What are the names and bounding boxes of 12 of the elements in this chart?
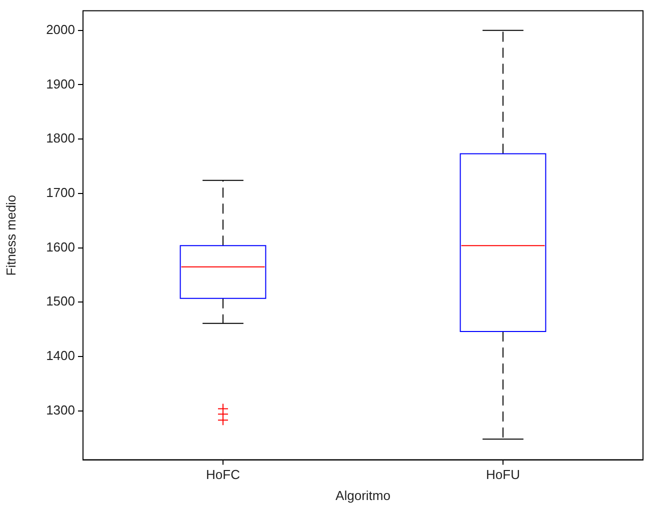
y-tick-label: 1800 <box>46 130 75 146</box>
y-tick-label: 1500 <box>46 294 75 309</box>
y-tick-label: 1400 <box>46 348 75 364</box>
x-tick-label: HoFU <box>486 467 520 482</box>
y-tick-label: 1900 <box>46 76 75 92</box>
y-axis-title: Fitness medio <box>3 194 18 276</box>
y-tick-label: 1300 <box>46 402 75 418</box>
y-tick-label: 1600 <box>46 239 75 254</box>
y-tick-label: 1700 <box>46 185 75 200</box>
x-axis-title: Algoritmo <box>336 488 390 503</box>
y-tick-label: 2000 <box>46 22 75 37</box>
x-tick-label: HoFC <box>206 467 240 482</box>
